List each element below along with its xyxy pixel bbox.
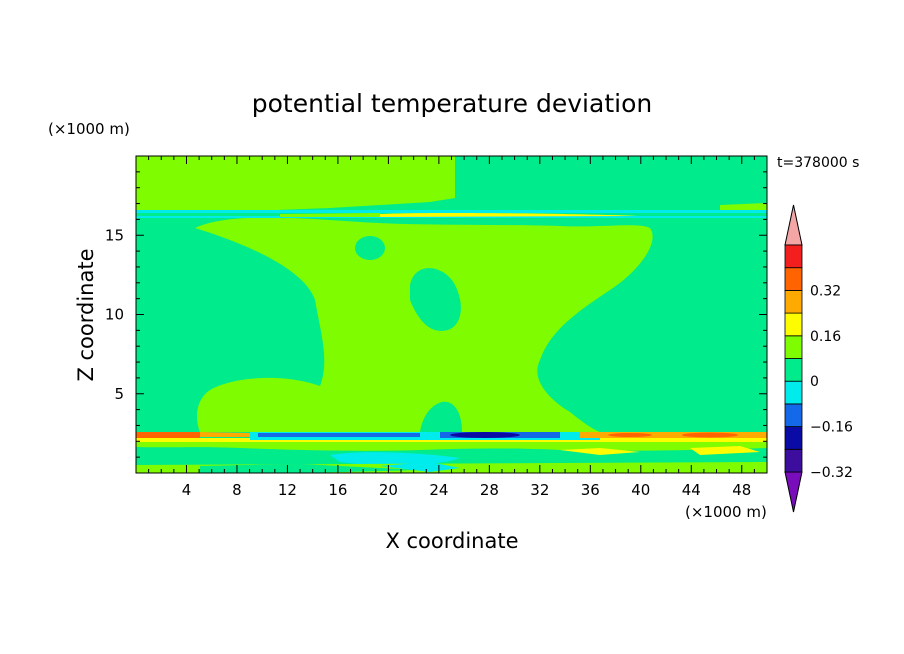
- field-island: [136, 418, 148, 432]
- field-layer-red-top: [136, 432, 200, 438]
- x-tick-label: 16: [328, 481, 347, 499]
- colorbar-segment: [784, 312, 803, 337]
- y-axis-label: Z coordinate: [74, 248, 98, 381]
- x-unit-label: (×1000 m): [685, 503, 767, 521]
- colorbar-segment: [784, 426, 803, 450]
- x-tick-label: 24: [429, 481, 448, 499]
- field-speck: [166, 187, 174, 193]
- colorbar-label: −0.16: [810, 420, 853, 436]
- x-tick-label: 20: [379, 481, 398, 499]
- field-layer-red-right: [682, 432, 738, 438]
- field-main-lightgreen: [136, 217, 767, 440]
- chart-title: potential temperature deviation: [252, 89, 652, 118]
- x-tick-label: 4: [182, 481, 192, 499]
- colorbar-segment: [784, 448, 803, 473]
- colorbar-segment: [784, 335, 803, 359]
- x-tick-label: 36: [581, 481, 600, 499]
- y-unit-label: (×1000 m): [48, 120, 130, 138]
- field-island: [420, 401, 462, 432]
- x-tick-label: 32: [530, 481, 549, 499]
- field-island: [410, 268, 461, 331]
- x-tick-label: 12: [278, 481, 297, 499]
- field-patch-upper-left: [136, 156, 455, 213]
- x-tick-label: 40: [631, 481, 650, 499]
- field-island: [355, 236, 385, 260]
- x-tick-label: 28: [480, 481, 499, 499]
- x-tick-label: 48: [732, 481, 751, 499]
- y-tick-label: 15: [105, 226, 124, 244]
- field-layer-red-right: [608, 433, 652, 437]
- field-layer-blue: [258, 433, 420, 437]
- colorbar-segment: [784, 403, 803, 427]
- time-label: t=378000 s: [777, 155, 859, 171]
- colorbar-max-arrow: [784, 204, 803, 246]
- colorbar-segment: [784, 244, 803, 269]
- colorbar-segment: [784, 358, 803, 382]
- field-layer-cyan-bottom: [380, 462, 460, 472]
- colorbar-label: 0.32: [810, 283, 841, 299]
- field-layer-yellow-low: [560, 448, 640, 455]
- colorbar-segment: [784, 289, 803, 314]
- x-tick-label: 44: [682, 481, 701, 499]
- contour-field: [136, 156, 767, 473]
- field-layer-green-bottom: [200, 464, 420, 473]
- field-layer-yellow-low: [690, 446, 760, 455]
- field-band-16-lightgreen: [280, 213, 380, 217]
- y-tick-label: 10: [105, 306, 124, 324]
- colorbar-label: −0.32: [810, 465, 853, 481]
- x-tick-label: 8: [232, 481, 242, 499]
- colorbar-segment: [784, 380, 803, 405]
- field-layer-darkblue: [450, 432, 520, 438]
- field-speck: [179, 184, 185, 188]
- colorbar-min-arrow: [784, 471, 803, 513]
- field-layer-cyan-low: [330, 452, 460, 466]
- field-layer-orange: [200, 432, 250, 437]
- colorbar: 0.32 0.16 0 −0.16 −0.32: [784, 204, 853, 513]
- colorbar-segment: [784, 267, 803, 291]
- field-island: [673, 380, 712, 432]
- field-layer-lightgreen-low: [136, 442, 767, 451]
- x-axis-label: X coordinate: [385, 529, 518, 553]
- colorbar-label: 0: [810, 374, 819, 390]
- colorbar-label: 0.16: [810, 329, 841, 345]
- y-tick-label: 5: [114, 385, 124, 403]
- field-band-16-yellow: [380, 212, 640, 217]
